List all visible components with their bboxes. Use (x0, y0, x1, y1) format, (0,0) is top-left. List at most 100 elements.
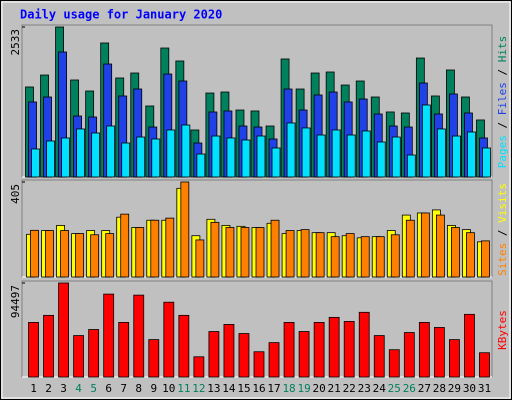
bar (120, 213, 130, 278)
bar (226, 137, 236, 178)
y-tick-label: 405 (9, 184, 22, 204)
y-tick-label: 94497 (9, 285, 22, 318)
x-tick-label: 8 (135, 382, 142, 395)
legend: KBytes (496, 310, 509, 350)
bar (418, 322, 430, 378)
legend-entry: Pages (496, 135, 509, 168)
x-tick-label: 26 (403, 382, 416, 395)
bar (421, 104, 431, 178)
bar (482, 147, 491, 178)
bar (361, 130, 371, 178)
bar (136, 136, 146, 178)
bar (241, 139, 251, 178)
x-tick-label: 21 (328, 382, 341, 395)
x-tick-label: 29 (448, 382, 461, 395)
x-tick-label: 22 (343, 382, 356, 395)
x-tick-label: 23 (358, 382, 371, 395)
x-tick-label: 1 (30, 382, 37, 395)
bar (391, 136, 401, 178)
x-tick-label: 16 (252, 382, 265, 395)
bar (211, 135, 221, 178)
bar (283, 322, 295, 378)
bar (148, 339, 160, 378)
bar (181, 124, 191, 178)
legend-separator: / (496, 223, 509, 243)
bar (406, 154, 416, 178)
x-tick-label: 9 (150, 382, 157, 395)
bar (390, 234, 400, 278)
bar (58, 282, 69, 378)
bar (60, 230, 69, 278)
bar (28, 322, 39, 378)
bar (106, 125, 116, 178)
bar (255, 227, 265, 278)
bar (298, 331, 310, 378)
x-tick-label: 30 (463, 382, 476, 395)
bar (271, 147, 281, 178)
x-tick-label: 18 (282, 382, 295, 395)
x-tick-label: 31 (478, 382, 491, 395)
bar (121, 142, 131, 178)
bar (150, 219, 160, 278)
x-tick-label: 19 (297, 382, 310, 395)
bar (464, 313, 475, 378)
bar (75, 233, 85, 278)
bar (90, 234, 100, 278)
bar (328, 316, 340, 378)
y-tick-label: 2533 (9, 29, 22, 56)
bar (238, 333, 250, 378)
chart-title: Daily usage for January 2020 (20, 8, 222, 22)
bar (346, 134, 356, 178)
x-tick-label: 11 (177, 382, 190, 395)
legend-entry: Visits (496, 183, 509, 223)
bar (467, 131, 476, 178)
bar (345, 233, 355, 278)
bar (405, 219, 415, 278)
x-tick-label: 4 (75, 382, 82, 395)
bar (43, 314, 54, 378)
bar (30, 229, 39, 278)
legend-separator: / (496, 62, 509, 82)
bar (301, 127, 311, 178)
bar (208, 331, 220, 378)
x-tick-label: 14 (222, 382, 236, 395)
bar (73, 335, 85, 378)
legend: Pages / Files / Hits (496, 36, 509, 169)
bar (240, 227, 250, 278)
x-tick-label: 2 (45, 382, 52, 395)
bar (330, 236, 340, 278)
bar (420, 212, 430, 278)
x-tick-label: 12 (192, 382, 205, 395)
bar (166, 129, 176, 178)
bar (376, 141, 386, 178)
bar (452, 135, 461, 178)
legend-entry: Hits (496, 36, 509, 63)
x-tick-label: 17 (267, 382, 280, 395)
bar (195, 239, 205, 278)
bar (375, 236, 385, 278)
bar (270, 219, 280, 278)
bar (88, 329, 100, 378)
bar (313, 322, 325, 378)
bar (253, 351, 265, 378)
bar (180, 181, 190, 278)
bar (285, 230, 295, 278)
bar (343, 321, 355, 378)
bar (133, 294, 145, 378)
bar (300, 229, 310, 278)
bar (91, 132, 101, 178)
bar (358, 311, 370, 378)
bar (316, 134, 326, 178)
x-tick-label: 24 (373, 382, 387, 395)
bar (373, 335, 385, 378)
x-tick-label: 7 (120, 382, 127, 395)
bar (256, 135, 266, 178)
bar (31, 148, 40, 178)
x-tick-label: 3 (60, 382, 67, 395)
bar (76, 128, 86, 178)
bar (210, 221, 220, 278)
x-tick-label: 20 (313, 382, 326, 395)
x-tick-label: 28 (433, 382, 446, 395)
